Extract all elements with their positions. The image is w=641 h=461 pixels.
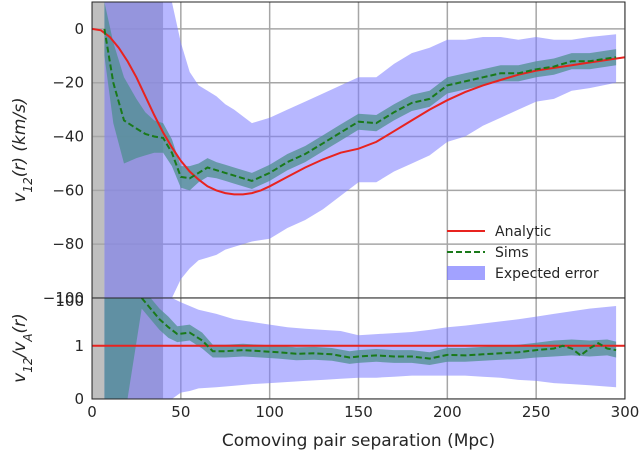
- x-tick-label: 250: [522, 403, 551, 421]
- excluded-region: [92, 298, 105, 399]
- sims-line: [103, 28, 617, 182]
- sims-error-band: [104, 298, 617, 399]
- sims-line: [140, 298, 617, 360]
- bottom-panel: 0 1 100 0 50 100 150 200 250 300: [55, 292, 639, 421]
- x-tick-label: 300: [611, 403, 640, 421]
- y-tick-label: 0: [74, 390, 84, 408]
- expected-error-band: [104, 2, 617, 298]
- legend: Analytic Sims Expected error: [447, 224, 599, 282]
- x-axis-label: Comoving pair separation (Mpc): [222, 431, 495, 451]
- y-tick-label: 0: [74, 20, 84, 38]
- x-tick-label: 50: [171, 403, 190, 421]
- bottom-y-axis-label: v12/vA(r): [10, 313, 35, 383]
- legend-label: Sims: [495, 245, 529, 261]
- x-tick-label: 0: [87, 403, 97, 421]
- y-tick-label: −80: [52, 235, 84, 253]
- y-tick-label: 100: [55, 292, 84, 310]
- excluded-region: [92, 2, 105, 298]
- analytic-line: [92, 27, 625, 196]
- y-tick-label: −100: [43, 289, 84, 307]
- legend-label: Analytic: [495, 224, 551, 240]
- plot-area: [92, 2, 625, 298]
- y-tick-label: 1: [74, 337, 84, 355]
- axes-frame: [91, 297, 626, 400]
- x-tick-label: 150: [344, 403, 373, 421]
- x-tick-label: 100: [255, 403, 284, 421]
- legend-swatch: [447, 266, 485, 280]
- expected-error-band: [104, 298, 617, 399]
- y-tick-label: −20: [52, 74, 84, 92]
- top-panel: 0 −20 −40 −60 −80 −100: [43, 1, 626, 307]
- x-tick-label: 200: [433, 403, 462, 421]
- y-tick-label: −60: [52, 181, 84, 199]
- top-y-axis-label: v12(r) (km/s): [10, 97, 35, 202]
- plot-area: [92, 298, 625, 399]
- y-tick-label: −40: [52, 128, 84, 146]
- legend-label: Expected error: [495, 266, 599, 282]
